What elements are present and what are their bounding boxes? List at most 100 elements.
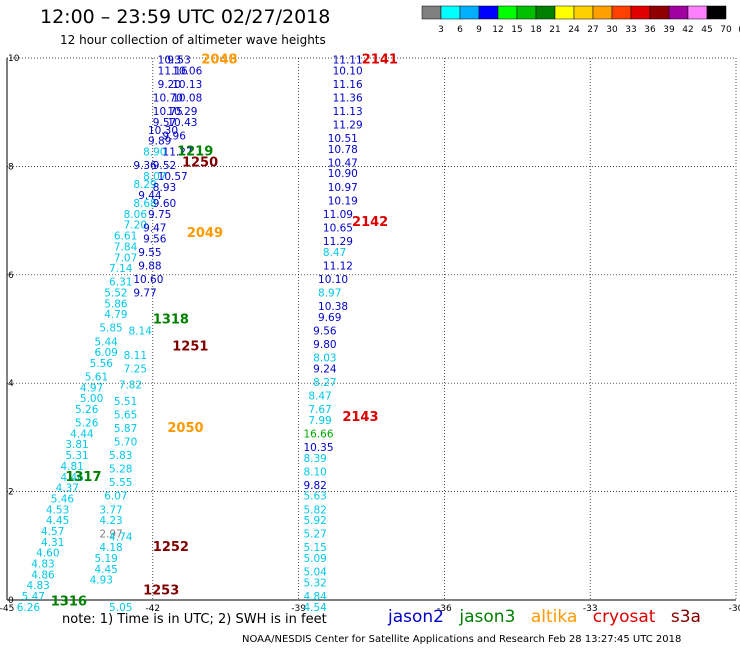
swh-value: 8.39	[303, 453, 326, 465]
swh-value: 5.05	[109, 602, 132, 614]
note-text: note: 1) Time is in UTC; 2) SWH is in fe…	[62, 612, 327, 627]
track-label: 2048	[201, 52, 237, 67]
scale-label: 36	[644, 25, 656, 35]
swh-value: 10.10	[318, 274, 348, 286]
swh-value: 7.07	[114, 252, 137, 264]
track-label: 1251	[172, 340, 208, 355]
scale-label: 70	[720, 25, 732, 35]
swh-value: 6.09	[94, 347, 117, 359]
swh-value: 4.57	[41, 526, 64, 538]
swh-value: 8.47	[323, 247, 346, 259]
swh-value: 9.77	[133, 287, 156, 299]
swh-value: 9.69	[318, 312, 341, 324]
swh-value: 6.07	[104, 491, 127, 503]
swh-value: 6.31	[109, 277, 132, 289]
scale-label: 33	[625, 25, 636, 35]
swh-value: 5.83	[109, 450, 132, 462]
legend-altika: altika	[530, 607, 578, 627]
swh-value: 8.06	[124, 209, 148, 221]
swh-value: 4.83	[26, 580, 49, 592]
swh-value: 4.46	[60, 472, 84, 484]
swh-value: 10.57	[158, 171, 188, 183]
swh-value: 11.29	[333, 119, 363, 131]
scale-label: 39	[663, 25, 675, 35]
swh-value: 7.82	[119, 380, 142, 392]
swh-value: 4.54	[303, 602, 327, 614]
swh-value: 5.27	[303, 529, 326, 541]
x-tick-label: -36	[437, 604, 452, 614]
scale-label: 45	[701, 25, 712, 35]
swh-value: 10.90	[328, 168, 358, 180]
swh-value: 10.60	[133, 274, 163, 286]
swh-value: 10.70	[153, 92, 183, 104]
page-title: 12:00 – 23:59 UTC 02/27/2018	[40, 6, 331, 28]
swh-value: 4.45	[46, 515, 69, 527]
scale-label: 27	[587, 25, 598, 35]
track-label: 2050	[167, 421, 203, 436]
swh-value: 4.53	[46, 504, 69, 516]
track-label: 2142	[352, 215, 388, 230]
swh-value: 10.51	[328, 133, 358, 145]
page-subtitle: 12 hour collection of altimeter wave hei…	[60, 33, 326, 47]
swh-value: 10.75	[153, 106, 183, 118]
track-label: 1250	[182, 155, 218, 170]
swh-value: 5.15	[303, 542, 326, 554]
swh-value: 4.31	[41, 537, 64, 549]
swh-value: 4.93	[90, 575, 113, 587]
swh-value: 10.13	[172, 79, 202, 91]
track-label: 1317	[65, 470, 101, 485]
scale-label: 30	[606, 25, 618, 35]
swh-value: 5.82	[303, 504, 326, 516]
swh-value: 8.47	[308, 390, 331, 402]
swh-value: 7.99	[308, 415, 331, 427]
scale-swatch	[706, 5, 727, 20]
swh-value: 5.09	[303, 553, 326, 565]
swh-value: 5.00	[80, 393, 103, 405]
swh-value: 8.07	[143, 171, 166, 183]
swh-value: 10.38	[318, 301, 348, 313]
scale-label: 21	[549, 25, 560, 35]
swh-value: 8.93	[153, 182, 176, 194]
track-label: 2049	[187, 226, 223, 241]
swh-value: 7.84	[114, 241, 138, 253]
swh-value: 10.35	[303, 442, 333, 454]
swh-value: 4.79	[104, 309, 127, 321]
swh-value: 5.70	[114, 437, 137, 449]
swh-value: 10.19	[328, 195, 358, 207]
swh-value: 4.60	[36, 548, 59, 560]
swh-value: 8.03	[313, 353, 336, 365]
swh-value: 5.44	[94, 336, 118, 348]
swh-value: 4.23	[99, 515, 122, 527]
swh-value: 5.87	[114, 423, 137, 435]
swh-value: 5.55	[109, 477, 132, 489]
track-label: 2141	[362, 52, 398, 67]
swh-value: 8.68	[133, 198, 156, 210]
swh-value: 11.16	[158, 65, 188, 77]
swh-value: 4.37	[56, 483, 79, 495]
swh-value: 5.92	[303, 515, 326, 527]
swh-value: 11.36	[333, 92, 363, 104]
swh-value: 11.13	[333, 106, 363, 118]
swh-value: 5.86	[104, 298, 128, 310]
swh-value: 8.14	[129, 325, 153, 337]
swh-value: 7.20	[124, 220, 147, 232]
swh-value: 4.81	[60, 461, 83, 473]
swh-value: 9.82	[303, 480, 326, 492]
swh-value: 8.29	[133, 179, 156, 191]
swh-value: 10.47	[328, 157, 358, 169]
scale-label: 12	[492, 25, 503, 35]
track-label: 1252	[153, 540, 189, 555]
swh-value: 5.61	[85, 371, 108, 383]
track-label: 2143	[342, 410, 378, 425]
swh-value: 5.85	[99, 323, 122, 335]
swh-value: 8.97	[318, 287, 341, 299]
swh-value: 5.26	[75, 404, 99, 416]
swh-value: 10.29	[167, 106, 197, 118]
legend-jason2: jason2	[388, 607, 444, 627]
swh-value: 9.75	[148, 209, 171, 221]
swh-value: 5.46	[51, 493, 75, 505]
swh-value: 9.20	[158, 79, 181, 91]
swh-value: 9.56	[143, 233, 167, 245]
